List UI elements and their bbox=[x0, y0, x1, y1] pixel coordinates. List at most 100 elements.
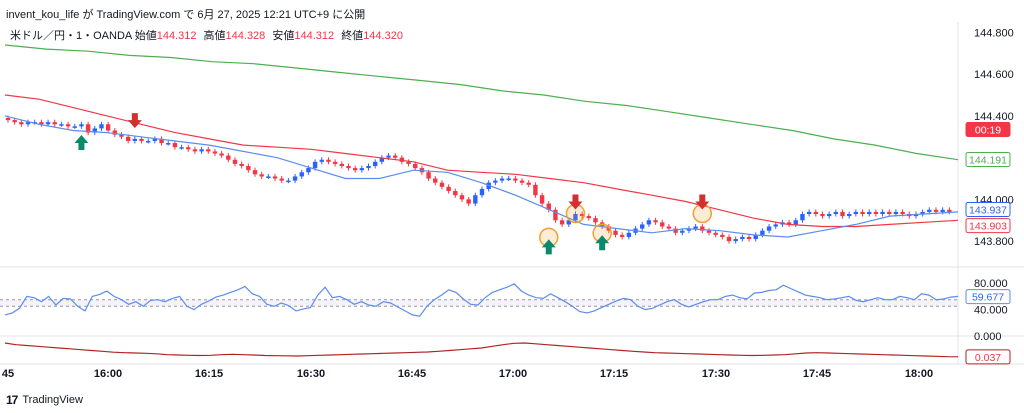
candle-body bbox=[186, 147, 191, 150]
rsi-y-tick-label: 80.000 bbox=[974, 278, 1008, 290]
rsi-y-tick-label: 0.000 bbox=[974, 331, 1002, 343]
sub-value-box bbox=[965, 349, 1011, 365]
rsi-y-tick-label: 40.000 bbox=[974, 305, 1008, 317]
high-value: 144.328 bbox=[225, 30, 266, 42]
candle-body bbox=[172, 143, 178, 148]
candle-body bbox=[272, 176, 278, 179]
price-label-box bbox=[965, 121, 1011, 137]
candle-body bbox=[553, 209, 558, 221]
candle-body bbox=[299, 172, 304, 177]
candle-body bbox=[680, 230, 685, 233]
candle-body bbox=[132, 138, 138, 141]
candle-body bbox=[499, 178, 505, 181]
candle-body bbox=[673, 228, 678, 233]
sub-indicator-line bbox=[4, 342, 959, 358]
candle-body bbox=[920, 211, 925, 214]
candle-body bbox=[773, 224, 778, 227]
sell-arrow-icon bbox=[695, 194, 710, 210]
x-tick-label: 16:00 bbox=[94, 368, 122, 380]
candle-body bbox=[793, 220, 798, 225]
candle-body bbox=[653, 220, 658, 223]
candle-body bbox=[326, 159, 331, 162]
candle-body bbox=[232, 159, 238, 164]
candle-body bbox=[813, 211, 819, 214]
candle-body bbox=[339, 163, 345, 166]
candle-body bbox=[666, 226, 672, 229]
candle-body bbox=[873, 211, 879, 214]
candle-body bbox=[292, 176, 298, 181]
ema-slow-line bbox=[4, 44, 959, 161]
close-label: 終値 bbox=[341, 30, 364, 42]
candle-body bbox=[940, 209, 945, 212]
candle-body bbox=[379, 157, 385, 162]
candle-body bbox=[706, 230, 712, 233]
y-tick-label: 144.400 bbox=[974, 111, 1014, 123]
candle-body bbox=[433, 178, 438, 183]
candle-body bbox=[312, 161, 318, 169]
candle-body bbox=[85, 124, 91, 133]
candle-body bbox=[933, 209, 939, 212]
candle-body bbox=[119, 134, 124, 137]
candle-body bbox=[760, 230, 765, 235]
tradingview-logo-icon: 17 bbox=[6, 393, 18, 407]
candle-body bbox=[319, 159, 324, 162]
candle-body bbox=[593, 218, 598, 223]
candle-body bbox=[559, 220, 565, 225]
high-label: 高値 bbox=[203, 30, 226, 42]
candle-body bbox=[446, 186, 451, 192]
candle-body bbox=[506, 178, 511, 181]
candle-body bbox=[12, 120, 17, 123]
candle-body bbox=[226, 155, 231, 160]
candle-body bbox=[846, 214, 852, 217]
price-label-box bbox=[965, 218, 1011, 234]
open-value: 144.312 bbox=[156, 30, 197, 42]
candle-body bbox=[346, 166, 351, 169]
candle-body bbox=[893, 211, 899, 214]
candle-body bbox=[279, 178, 284, 181]
candle-body bbox=[546, 203, 551, 210]
candle-body bbox=[900, 211, 905, 214]
candle-body bbox=[426, 172, 431, 179]
candle-body bbox=[59, 124, 64, 126]
candle-body bbox=[239, 163, 244, 166]
candle-body bbox=[786, 222, 792, 225]
candle-body bbox=[826, 214, 832, 217]
candle-body bbox=[860, 211, 865, 214]
sub-value-text: 0.037 bbox=[975, 352, 1001, 364]
candle-body bbox=[479, 188, 485, 196]
candle-body bbox=[152, 138, 158, 141]
low-value: 144.312 bbox=[294, 30, 335, 42]
candle-body bbox=[352, 168, 358, 171]
x-tick-label: 16:15 bbox=[195, 368, 223, 380]
candle-body bbox=[720, 234, 725, 237]
sell-arrow-icon bbox=[127, 113, 142, 129]
candle-body bbox=[606, 226, 612, 231]
rsi-value-box bbox=[965, 289, 1011, 305]
candle-body bbox=[746, 236, 752, 240]
candle-body bbox=[686, 228, 692, 231]
candle-body bbox=[493, 180, 498, 183]
candle-body bbox=[252, 170, 258, 175]
price-label-box bbox=[965, 202, 1011, 218]
candle-body bbox=[439, 182, 445, 187]
candle-body bbox=[853, 211, 859, 214]
candle-body bbox=[406, 161, 411, 164]
candle-body bbox=[25, 122, 31, 125]
candle-body bbox=[393, 155, 398, 158]
candle-body bbox=[700, 226, 705, 231]
low-label: 安値 bbox=[272, 30, 295, 42]
candle-body bbox=[166, 143, 171, 145]
x-tick-label: 16:30 bbox=[297, 368, 325, 380]
candle-body bbox=[519, 180, 525, 183]
candle-body bbox=[840, 211, 845, 217]
candle-body bbox=[726, 236, 732, 242]
x-tick-label: 18:00 bbox=[905, 368, 933, 380]
candle-body bbox=[366, 166, 371, 169]
x-tick-label: 45 bbox=[2, 368, 14, 380]
symbol-name: 米ドル／円・1・OANDA bbox=[10, 30, 132, 42]
x-tick-label: 17:00 bbox=[499, 368, 527, 380]
candle-body bbox=[246, 166, 251, 171]
candle-body bbox=[533, 184, 538, 196]
price-label-text: 143.903 bbox=[969, 221, 1007, 233]
